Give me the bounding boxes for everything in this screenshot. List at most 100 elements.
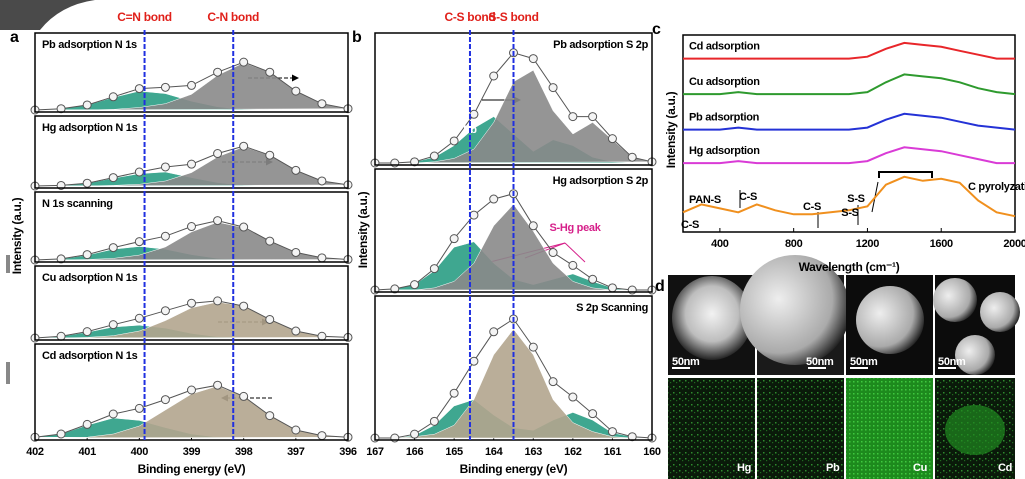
x-tick-label: 1600 xyxy=(930,238,953,250)
x-tick-label: 397 xyxy=(287,446,305,458)
data-point xyxy=(548,83,558,93)
data-point xyxy=(56,429,66,439)
reference-label: C-S bond xyxy=(445,10,496,24)
data-point xyxy=(449,388,459,398)
data-point xyxy=(239,141,249,151)
data-point xyxy=(56,331,66,341)
data-point xyxy=(265,236,275,246)
data-point xyxy=(160,306,170,316)
data-point xyxy=(108,92,118,102)
data-point xyxy=(239,301,249,311)
x-tick-label: 163 xyxy=(525,446,543,458)
data-point xyxy=(187,385,196,395)
data-point xyxy=(588,409,598,419)
data-point xyxy=(568,392,578,402)
panel-label: c xyxy=(652,21,661,38)
data-point xyxy=(239,391,249,401)
data-point xyxy=(429,416,439,426)
x-axis-label: Wavelength (cm⁻¹) xyxy=(799,260,900,274)
reference-label: S-S bond xyxy=(488,10,538,24)
data-point xyxy=(134,84,144,94)
scale-bar-label: 50nm xyxy=(938,356,966,368)
data-point xyxy=(213,380,223,390)
spectrum-line xyxy=(683,41,1015,60)
annotation: C-S xyxy=(681,219,699,231)
annotation: S-S xyxy=(847,193,864,205)
data-point xyxy=(108,243,118,253)
subplot-frame xyxy=(34,32,349,113)
series-label: Cd adsorption xyxy=(689,41,760,53)
subplot-title: S 2p Scanning xyxy=(576,302,648,314)
x-tick-label: 400 xyxy=(711,238,729,250)
spectrum-line xyxy=(683,73,1016,96)
data-point xyxy=(548,248,558,258)
data-point xyxy=(82,327,92,337)
data-point xyxy=(187,80,196,90)
data-point xyxy=(239,57,249,67)
data-point xyxy=(390,284,400,294)
x-tick-label: 401 xyxy=(78,446,96,458)
data-point xyxy=(528,54,538,64)
x-tick-label: 402 xyxy=(26,446,44,458)
data-point xyxy=(82,419,92,429)
subplot-title: Cd adsorption N 1s xyxy=(42,350,138,362)
subplot-frame xyxy=(34,191,349,263)
element-label: Pb xyxy=(826,462,840,474)
element-label: Cu xyxy=(913,462,927,474)
edge-mark xyxy=(6,362,10,384)
spectrum-line xyxy=(683,112,1016,131)
subplot-title: N 1s scanning xyxy=(42,198,113,210)
data-point xyxy=(291,247,301,257)
data-point xyxy=(410,157,420,167)
data-point xyxy=(627,285,637,295)
x-tick-label: 160 xyxy=(643,446,661,458)
data-point xyxy=(489,194,499,204)
data-point xyxy=(108,320,118,330)
spectrum-line xyxy=(683,146,1015,165)
data-point xyxy=(390,158,400,168)
data-point xyxy=(607,427,617,437)
data-point xyxy=(489,327,499,337)
data-point xyxy=(627,152,637,162)
data-point xyxy=(265,150,275,160)
x-tick-label: 400 xyxy=(131,446,149,458)
data-point xyxy=(548,377,558,387)
x-tick-label: 1200 xyxy=(856,238,879,250)
subplot-frame xyxy=(34,115,349,189)
data-point xyxy=(449,234,459,244)
y-axis-label: Intensity (a.u.) xyxy=(10,197,24,274)
data-point xyxy=(265,314,275,324)
x-tick-label: 396 xyxy=(339,446,357,458)
reference-label: C=N bond xyxy=(117,10,172,24)
edge-mark xyxy=(6,255,10,273)
data-point xyxy=(82,178,92,188)
data-point xyxy=(213,296,223,306)
data-point xyxy=(291,165,301,175)
panel-label: a xyxy=(10,29,19,46)
x-tick-label: 165 xyxy=(445,446,463,458)
subplot-title: Hg adsorption N 1s xyxy=(42,122,138,134)
annotation: C pyrolyzation xyxy=(968,181,1025,193)
series-label: Cu adsorption xyxy=(689,76,760,88)
data-point xyxy=(160,231,170,241)
data-point xyxy=(469,210,479,220)
annotation: C-S xyxy=(739,191,757,203)
x-tick-label: 398 xyxy=(235,446,253,458)
data-point xyxy=(134,237,144,247)
data-point xyxy=(607,134,617,144)
data-point xyxy=(291,326,301,336)
data-point xyxy=(187,298,196,308)
data-point xyxy=(528,221,538,231)
x-tick-label: 162 xyxy=(564,446,582,458)
data-point xyxy=(410,280,420,290)
data-point xyxy=(489,71,499,81)
data-point xyxy=(410,429,420,439)
data-point xyxy=(134,167,144,177)
panel-d-images xyxy=(668,255,1020,479)
data-point xyxy=(317,431,327,441)
data-point xyxy=(265,67,275,77)
y-axis-label: Intensity (a.u.) xyxy=(664,91,678,168)
data-point xyxy=(160,395,170,405)
data-point xyxy=(187,159,196,169)
panel-label: b xyxy=(352,29,362,46)
